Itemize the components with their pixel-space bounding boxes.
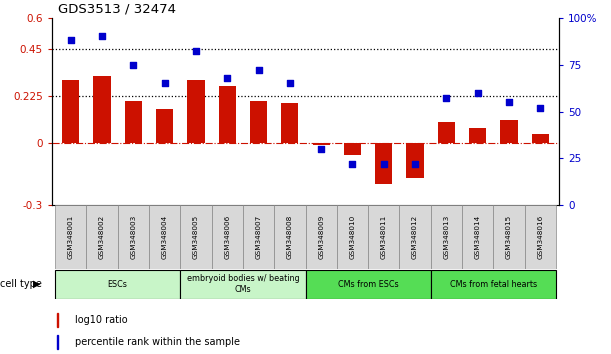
- Text: GSM348002: GSM348002: [99, 215, 105, 259]
- Text: cell type: cell type: [0, 279, 45, 289]
- FancyBboxPatch shape: [431, 205, 462, 269]
- FancyBboxPatch shape: [55, 205, 86, 269]
- Point: [410, 161, 420, 167]
- FancyBboxPatch shape: [180, 270, 306, 298]
- FancyBboxPatch shape: [86, 205, 118, 269]
- Text: log10 ratio: log10 ratio: [75, 315, 127, 325]
- FancyBboxPatch shape: [306, 205, 337, 269]
- Point: [316, 146, 326, 152]
- FancyBboxPatch shape: [118, 205, 149, 269]
- Text: GSM348004: GSM348004: [162, 215, 167, 259]
- FancyBboxPatch shape: [306, 270, 431, 298]
- Text: GSM348005: GSM348005: [193, 215, 199, 259]
- Point: [379, 161, 389, 167]
- Text: GSM348016: GSM348016: [537, 215, 543, 259]
- Bar: [281, 103, 298, 143]
- Bar: [469, 128, 486, 143]
- Point: [66, 38, 76, 43]
- Text: ESCs: ESCs: [108, 280, 128, 289]
- Text: GSM348003: GSM348003: [130, 215, 136, 259]
- FancyBboxPatch shape: [274, 205, 306, 269]
- Bar: [57, 313, 58, 327]
- FancyBboxPatch shape: [55, 270, 180, 298]
- Text: percentile rank within the sample: percentile rank within the sample: [75, 337, 240, 347]
- Text: GSM348009: GSM348009: [318, 215, 324, 259]
- Point: [128, 62, 138, 68]
- Point: [285, 80, 295, 86]
- Text: embryoid bodies w/ beating
CMs: embryoid bodies w/ beating CMs: [186, 274, 299, 294]
- Text: CMs from ESCs: CMs from ESCs: [338, 280, 398, 289]
- Bar: [62, 80, 79, 143]
- Point: [254, 67, 263, 73]
- Point: [97, 34, 107, 39]
- FancyBboxPatch shape: [180, 205, 211, 269]
- Point: [159, 80, 169, 86]
- Bar: [57, 335, 58, 349]
- Point: [348, 161, 357, 167]
- Point: [535, 105, 545, 110]
- FancyBboxPatch shape: [368, 205, 400, 269]
- FancyBboxPatch shape: [337, 205, 368, 269]
- Bar: [375, 143, 392, 184]
- FancyBboxPatch shape: [149, 205, 180, 269]
- FancyBboxPatch shape: [243, 205, 274, 269]
- Bar: [156, 109, 174, 143]
- Text: ▶: ▶: [33, 279, 40, 289]
- FancyBboxPatch shape: [525, 205, 556, 269]
- Text: GSM348015: GSM348015: [506, 215, 512, 259]
- Bar: [250, 101, 267, 143]
- Point: [191, 48, 201, 54]
- Text: GDS3513 / 32474: GDS3513 / 32474: [58, 3, 176, 16]
- Text: GSM348008: GSM348008: [287, 215, 293, 259]
- Bar: [500, 120, 518, 143]
- Bar: [93, 76, 111, 143]
- Point: [222, 75, 232, 81]
- FancyBboxPatch shape: [462, 205, 493, 269]
- Text: GSM348010: GSM348010: [349, 215, 356, 259]
- FancyBboxPatch shape: [400, 205, 431, 269]
- Point: [473, 90, 483, 96]
- Bar: [406, 143, 423, 178]
- Text: GSM348013: GSM348013: [444, 215, 449, 259]
- Bar: [344, 143, 361, 155]
- Text: GSM348014: GSM348014: [475, 215, 481, 259]
- Text: GSM348001: GSM348001: [68, 215, 74, 259]
- FancyBboxPatch shape: [211, 205, 243, 269]
- Bar: [532, 135, 549, 143]
- Text: CMs from fetal hearts: CMs from fetal hearts: [450, 280, 537, 289]
- FancyBboxPatch shape: [493, 205, 525, 269]
- FancyBboxPatch shape: [431, 270, 556, 298]
- Bar: [437, 122, 455, 143]
- Bar: [219, 86, 236, 143]
- Point: [504, 99, 514, 105]
- Bar: [188, 80, 205, 143]
- Text: GSM348011: GSM348011: [381, 215, 387, 259]
- Point: [442, 96, 452, 101]
- Text: GSM348006: GSM348006: [224, 215, 230, 259]
- Text: GSM348012: GSM348012: [412, 215, 418, 259]
- Bar: [125, 101, 142, 143]
- Text: GSM348007: GSM348007: [255, 215, 262, 259]
- Bar: [313, 143, 330, 145]
